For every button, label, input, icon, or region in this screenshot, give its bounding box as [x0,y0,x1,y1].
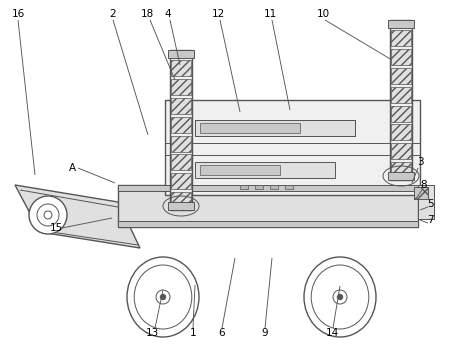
Bar [391,68,411,84]
Bar [200,165,280,175]
Text: 13: 13 [145,328,159,338]
Bar [391,106,411,122]
Text: 14: 14 [325,328,339,338]
Bar [391,87,411,103]
Bar [391,125,411,140]
Text: 1: 1 [190,328,197,338]
Text: 9: 9 [262,328,268,338]
Bar [171,60,191,76]
Circle shape [44,211,52,219]
Bar [171,136,191,152]
Bar [418,185,434,219]
Bar [285,185,293,189]
Bar [391,30,411,46]
Bar [390,20,412,180]
Bar [171,192,191,208]
Text: 16: 16 [11,9,25,19]
Bar [195,120,355,136]
Bar [171,79,191,95]
Polygon shape [15,185,140,248]
Text: 3: 3 [417,157,423,167]
Text: 11: 11 [263,9,276,19]
Bar [418,185,434,219]
Bar [391,162,411,178]
Bar [170,50,192,210]
Circle shape [160,294,166,300]
Circle shape [337,294,343,300]
Bar [388,172,414,180]
Bar [391,49,411,65]
Text: 10: 10 [316,9,329,19]
Bar [165,100,420,195]
Text: 2: 2 [110,9,117,19]
Bar [195,162,335,178]
Text: 12: 12 [212,9,225,19]
Bar [118,185,418,191]
Text: 18: 18 [140,9,154,19]
Bar [171,117,191,133]
Bar [414,187,428,199]
Bar [391,143,411,159]
Bar [195,120,355,136]
Ellipse shape [304,257,376,337]
Bar [168,202,194,210]
Text: 7: 7 [427,215,433,225]
Bar [200,123,300,133]
Text: 8: 8 [421,180,427,190]
Bar [118,185,418,227]
Bar [118,221,418,227]
Bar [171,98,191,114]
Text: A: A [69,163,75,173]
Text: 15: 15 [49,223,63,233]
Text: 4: 4 [165,9,171,19]
Bar [168,50,194,58]
Bar [270,185,278,189]
Bar [255,185,263,189]
Bar [388,20,414,28]
Ellipse shape [127,257,199,337]
Circle shape [156,290,170,304]
Text: 5: 5 [427,199,433,209]
Text: 6: 6 [219,328,225,338]
Bar [240,185,248,189]
Circle shape [333,290,347,304]
Circle shape [29,196,67,234]
Bar [171,155,191,170]
Bar [171,173,191,189]
